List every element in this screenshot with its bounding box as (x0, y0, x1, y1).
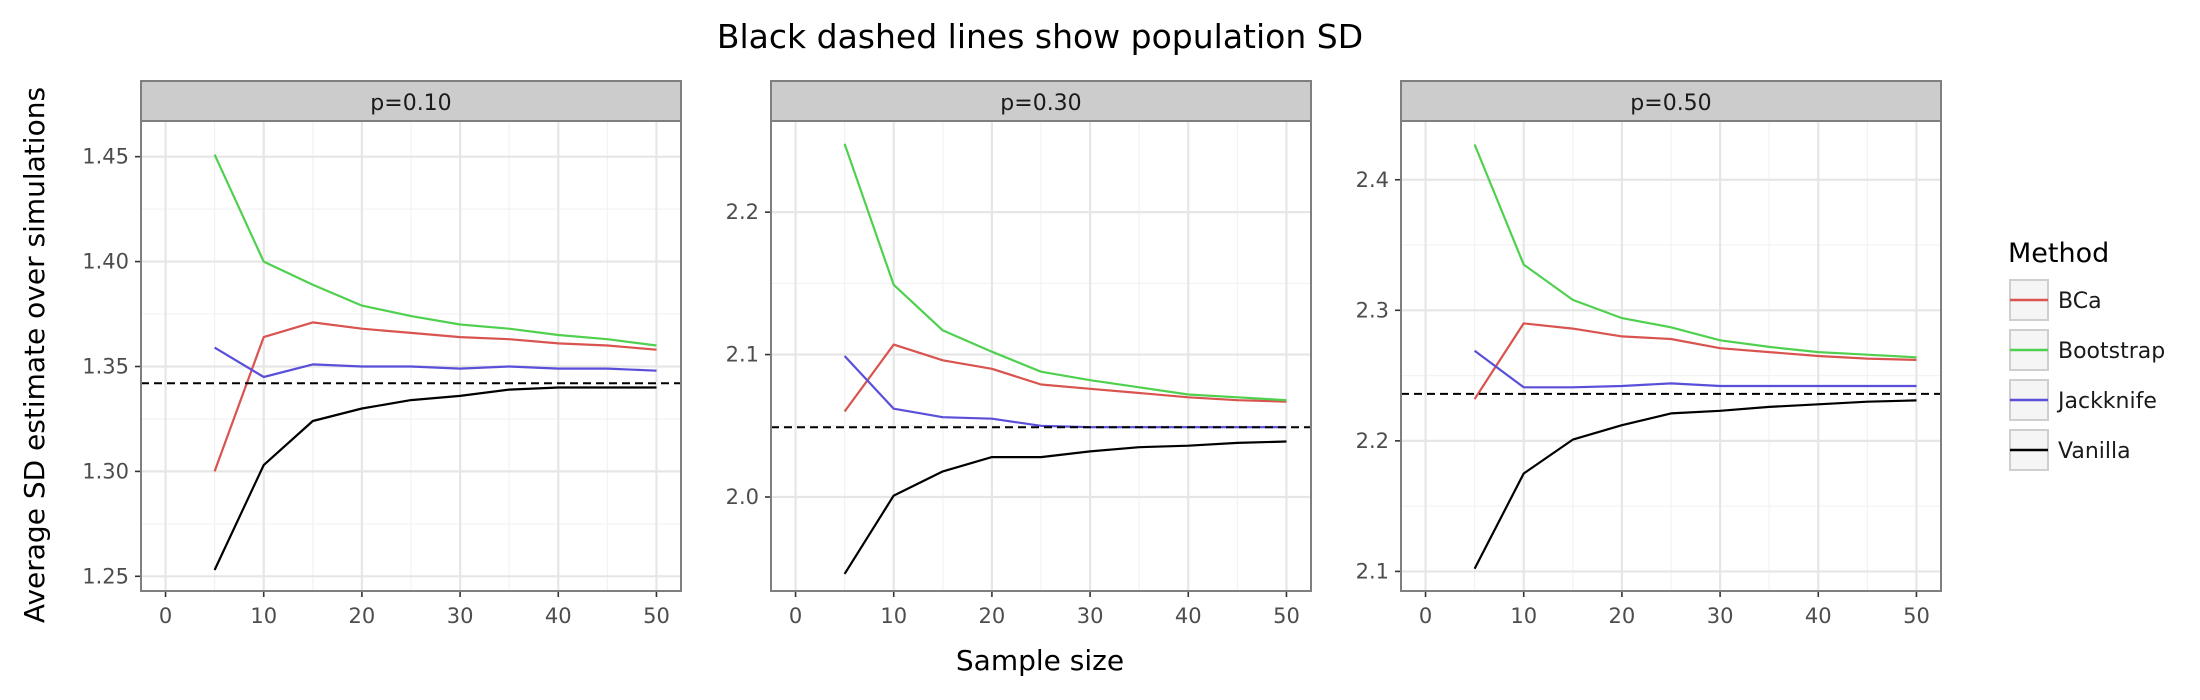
x-tick-label: 20 (349, 604, 376, 628)
y-tick-label: 1.25 (82, 564, 129, 588)
x-tick-label: 50 (1903, 604, 1930, 628)
series-line-bca (1473, 322, 1917, 400)
facet-panel-3: p=0.50 0 10 20 30 40 50 2.1 2.2 2.3 2.4 (1356, 80, 1942, 628)
series-line-jackknife (214, 346, 657, 379)
series-line-vanilla (213, 386, 657, 571)
y-tick-label: 1.40 (82, 250, 129, 274)
legend: Method BCa Bootstrap Jackknife Vanilla (2008, 238, 2165, 471)
series-line-vanilla (843, 440, 1287, 575)
x-tick-label: 30 (1707, 604, 1734, 628)
series-line-bca (213, 321, 657, 472)
x-tick-label: 40 (1805, 604, 1832, 628)
legend-label: Bootstrap (2058, 339, 2165, 364)
x-tick-label: 50 (643, 604, 670, 628)
y-tick-label: 2.2 (1356, 429, 1389, 453)
panel-border (770, 120, 1312, 592)
legend-title: Method (2008, 238, 2109, 269)
series-line-jackknife (843, 355, 1287, 429)
legend-item-vanilla: Vanilla (2009, 429, 2131, 471)
x-tick-label: 40 (545, 604, 572, 628)
facet-panels: p=0.100 10 20 30 40 501.251.301.351.401.45p=0… (82, 80, 1942, 628)
facet-strip-label: p=0.50 (1630, 91, 1711, 116)
x-tick-label: 20 (1609, 604, 1636, 628)
legend-label: BCa (2058, 289, 2102, 314)
x-tick-label: 0 (789, 604, 802, 628)
x-tick-label: 30 (1077, 604, 1104, 628)
x-tick-label: 10 (1510, 604, 1537, 628)
series-line-bootstrap (1473, 144, 1917, 359)
facet-panel-1: p=0.10 0 10 20 30 40 50 1.25 1.30 1.35 1.40 1.45 (82, 80, 682, 628)
y-tick-label: 1.45 (82, 145, 129, 169)
x-tick-label: 10 (880, 604, 907, 628)
legend-item-jackknife: Jackknife (2009, 379, 2157, 421)
x-tick-label: 0 (1419, 604, 1432, 628)
series-line-bootstrap (843, 143, 1287, 402)
panel-border (140, 120, 682, 592)
facet-strip (140, 80, 682, 122)
x-tick-label: 10 (250, 604, 277, 628)
y-axis-label: Average SD estimate over simulations (18, 87, 51, 623)
panel-border (1400, 120, 1942, 592)
y-tick-label: 2.4 (1356, 168, 1389, 192)
series-line-jackknife (1473, 349, 1917, 389)
facet-strip-label: p=0.10 (370, 91, 451, 116)
x-axis-label: Sample size (956, 644, 1124, 677)
series-line-vanilla (1473, 399, 1917, 570)
series-line-bca (843, 343, 1287, 413)
y-tick-label: 1.35 (82, 354, 129, 378)
facet-panel-2: p=0.30 0 10 20 30 40 50 2.0 2.1 2.2 (726, 80, 1312, 628)
facet-strip (770, 80, 1312, 122)
x-tick-label: 30 (447, 604, 474, 628)
facet-strip-label: p=0.30 (1000, 91, 1081, 116)
x-tick-label: 20 (979, 604, 1006, 628)
legend-label: Vanilla (2058, 439, 2131, 464)
x-tick-label: 50 (1273, 604, 1300, 628)
legend-item-bootstrap: Bootstrap (2009, 329, 2165, 371)
x-tick-label: 0 (159, 604, 172, 628)
y-tick-label: 2.3 (1356, 298, 1389, 322)
series-line-bootstrap (213, 154, 657, 347)
y-tick-label: 2.2 (726, 200, 759, 224)
x-tick-label: 40 (1175, 604, 1202, 628)
facet-strip (1400, 80, 1942, 122)
y-tick-label: 2.1 (726, 343, 759, 367)
y-tick-label: 2.0 (726, 485, 759, 509)
y-tick-label: 1.30 (82, 459, 129, 483)
chart-title: Black dashed lines show population SD (717, 17, 1363, 56)
legend-label: Jackknife (2056, 389, 2157, 414)
legend-item-bca: BCa (2009, 279, 2102, 321)
y-tick-label: 2.1 (1356, 559, 1389, 583)
